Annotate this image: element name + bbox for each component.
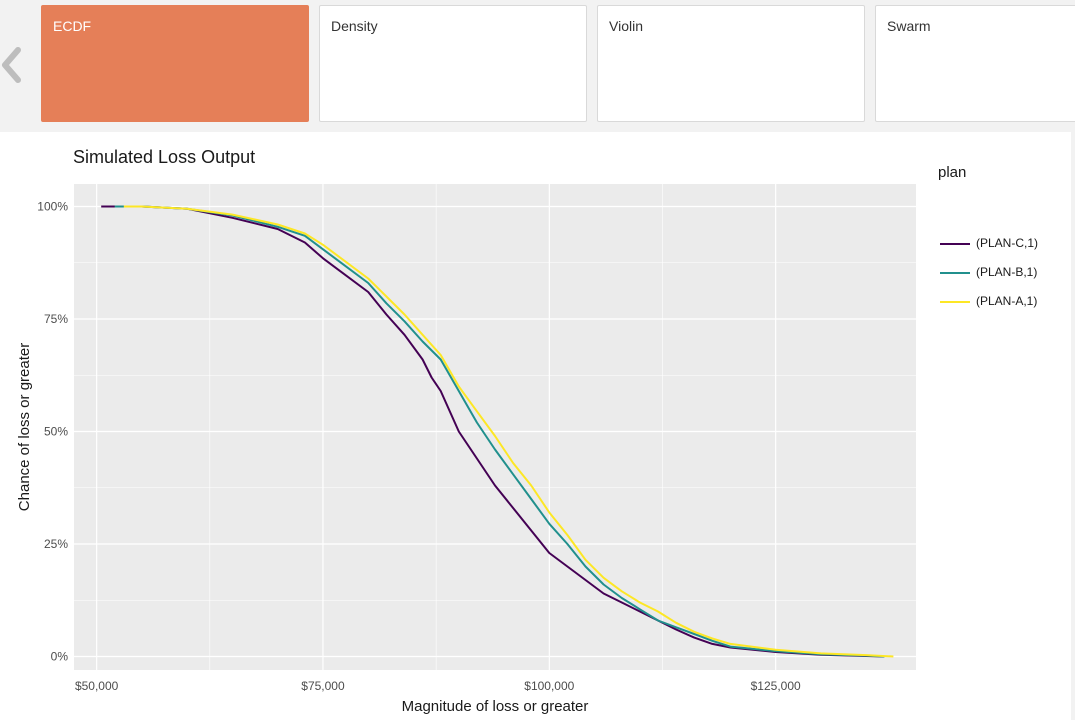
tab-label: Violin — [609, 18, 643, 34]
x-tick-label: $100,000 — [524, 679, 574, 693]
tick-labels: $50,000 $75,000 $100,000 $125,000 0% 25% 50% 75… — [37, 200, 801, 694]
legend-swatch — [940, 272, 970, 274]
legend-swatch — [940, 301, 970, 303]
series-line — [101, 205, 885, 658]
y-tick-label: 50% — [44, 425, 68, 439]
y-tick-label: 75% — [44, 312, 68, 326]
y-tick-label: 25% — [44, 537, 68, 551]
x-tick-label: $125,000 — [751, 679, 801, 693]
tab-ecdf[interactable]: ECDF — [41, 5, 309, 122]
tab-violin[interactable]: Violin — [597, 5, 865, 122]
x-tick-label: $50,000 — [75, 679, 119, 693]
series-line — [123, 205, 894, 658]
tab-label: Swarm — [887, 18, 931, 34]
grid-lines — [74, 184, 916, 670]
tab-density[interactable]: Density — [319, 5, 587, 122]
tabs-bar: ECDF Density Violin Swarm — [0, 0, 1075, 130]
series-line — [114, 205, 885, 658]
tab-label: ECDF — [53, 18, 92, 34]
legend-swatch — [940, 243, 970, 245]
legend-label: (PLAN-C,1) — [976, 236, 1039, 250]
y-tick-label: 100% — [37, 200, 68, 214]
chevron-left-icon[interactable] — [0, 44, 22, 86]
y-tick-label: 0% — [51, 650, 69, 664]
legend-label: (PLAN-B,1) — [976, 265, 1038, 279]
x-tick-label: $75,000 — [301, 679, 345, 693]
tab-swarm[interactable]: Swarm — [875, 5, 1075, 122]
chart-title: Simulated Loss Output — [73, 147, 256, 167]
legend-title: plan — [938, 164, 967, 181]
series-lines — [101, 205, 894, 658]
tab-label: Density — [331, 18, 378, 34]
plot-background — [74, 184, 916, 670]
legend-label: (PLAN-A,1) — [976, 294, 1038, 308]
y-axis-title: Chance of loss or greater — [16, 343, 33, 511]
x-axis-title: Magnitude of loss or greater — [402, 698, 589, 715]
